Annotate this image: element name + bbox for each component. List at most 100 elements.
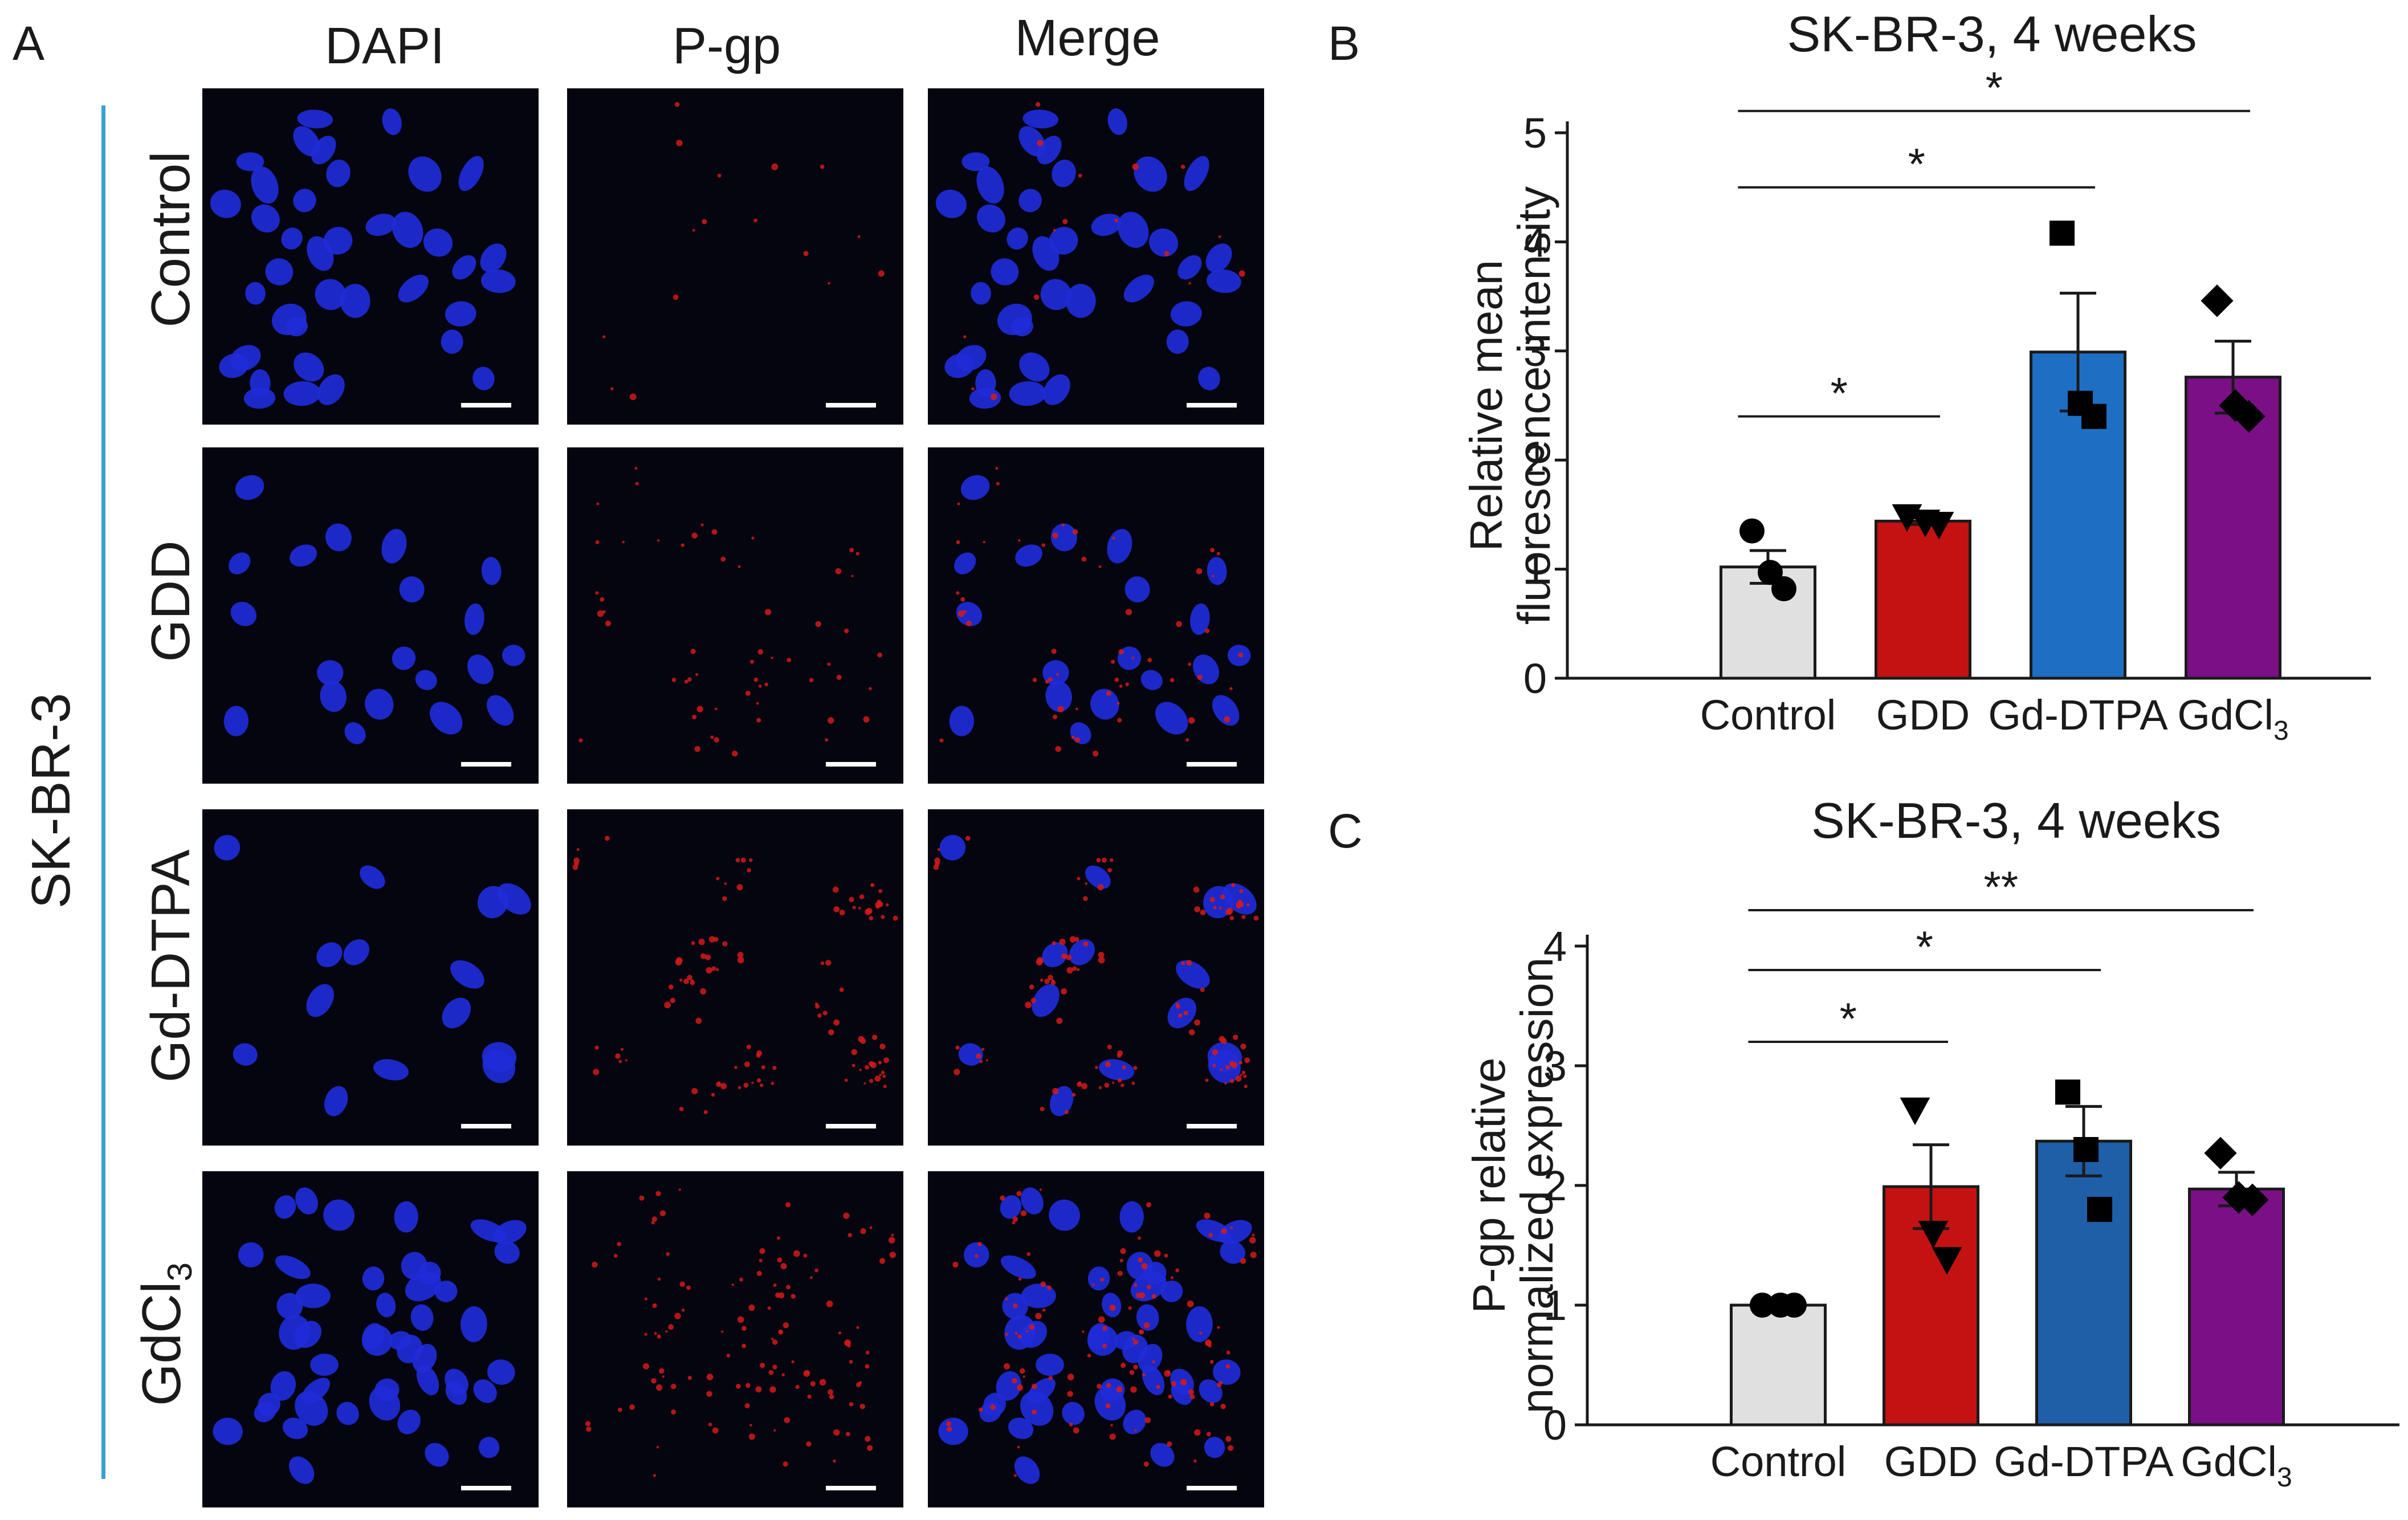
- pgp-spot: [976, 1053, 981, 1059]
- pgp-spot: [1218, 235, 1221, 238]
- pgp-spot: [1131, 1337, 1135, 1340]
- pgp-spot: [881, 1070, 885, 1075]
- pgp-spot: [795, 1384, 800, 1389]
- pgp-spot: [1138, 1257, 1143, 1262]
- pgp-spot: [1057, 706, 1064, 712]
- pgp-spot: [1019, 1368, 1025, 1374]
- pgp-spot: [651, 1221, 655, 1225]
- pgp-spot: [1238, 901, 1244, 907]
- nucleus: [1223, 883, 1257, 915]
- y-tick-label: 4: [1543, 923, 1567, 970]
- nucleus: [1190, 603, 1210, 635]
- pgp-spot: [1147, 658, 1152, 662]
- pgp-spot: [720, 556, 726, 562]
- pgp-spot: [666, 1252, 670, 1256]
- pgp-spot: [1000, 1195, 1005, 1201]
- pgp-spot: [825, 738, 829, 742]
- nucleus: [288, 1456, 315, 1484]
- pgp-spot: [1118, 649, 1124, 655]
- pgp-spot: [1206, 1432, 1211, 1437]
- pgp-spot: [807, 1394, 812, 1399]
- pgp-spot: [700, 988, 707, 995]
- pgp-spot: [651, 1378, 657, 1384]
- group-label-text: SK-BR-3: [21, 692, 82, 909]
- pgp-spot: [791, 1294, 796, 1299]
- pgp-spot: [595, 591, 599, 595]
- pgp-spot: [1152, 1360, 1155, 1364]
- pgp-spot: [1059, 939, 1066, 946]
- pgp-spot: [1085, 882, 1088, 885]
- pgp-spot: [785, 1202, 791, 1208]
- panel-label-a: A: [13, 17, 45, 70]
- pgp-spot: [655, 1384, 663, 1391]
- nucleus: [228, 552, 251, 574]
- nucleus: [1015, 544, 1042, 567]
- pgp-spot: [679, 979, 683, 982]
- pgp-spot: [1095, 1066, 1098, 1069]
- pgp-spot: [753, 677, 759, 682]
- nucleus: [374, 1378, 400, 1401]
- pgp-spot: [1047, 1285, 1052, 1290]
- pgp-spot: [1078, 173, 1082, 178]
- pgp-spot: [1029, 1324, 1035, 1330]
- pgp-spot: [691, 1087, 698, 1094]
- pgp-spot: [1210, 548, 1215, 553]
- pgp-spot: [1097, 1384, 1102, 1389]
- pgp-spot: [977, 1242, 982, 1246]
- pgp-spot: [1048, 1375, 1053, 1380]
- pgp-spot: [657, 1334, 661, 1339]
- pgp-spot: [1168, 1394, 1172, 1399]
- pgp-spot: [815, 621, 821, 627]
- pgp-spot: [1253, 915, 1259, 921]
- pgp-spot: [1229, 687, 1233, 690]
- pgp-spot: [1193, 1459, 1197, 1463]
- pgp-spot: [1178, 1013, 1183, 1018]
- micrograph-merge-gd-dtpa: [928, 809, 1264, 1146]
- nucleus: [480, 243, 507, 272]
- pgp-spot: [1171, 1381, 1177, 1387]
- nucleus: [251, 204, 280, 233]
- pgp-spot: [1067, 1374, 1074, 1380]
- pgp-spot: [835, 568, 842, 574]
- pgp-spot: [710, 735, 714, 739]
- pgp-spot: [1138, 1236, 1142, 1240]
- data-point: [2050, 221, 2075, 246]
- pgp-spot: [686, 1285, 691, 1290]
- nucleus: [935, 189, 967, 218]
- nucleus: [362, 1323, 385, 1350]
- pgp-spot: [791, 1360, 794, 1364]
- pgp-spot: [720, 1083, 727, 1090]
- nucleus: [1119, 1201, 1144, 1233]
- pgp-spot: [653, 1474, 656, 1477]
- pgp-spot: [805, 1370, 810, 1374]
- nucleus: [1100, 1378, 1125, 1401]
- pgp-spot: [863, 716, 870, 723]
- nucleus: [295, 1283, 331, 1309]
- pgp-spot: [708, 1423, 712, 1427]
- nucleus: [412, 1343, 437, 1373]
- pgp-spot: [1087, 1354, 1091, 1358]
- pgp-spot: [1064, 1110, 1069, 1114]
- nucleus: [956, 345, 987, 371]
- nucleus: [1050, 1086, 1074, 1116]
- pgp-spot: [839, 909, 845, 916]
- pgp-spot: [879, 1073, 882, 1077]
- pgp-spot: [1026, 1330, 1029, 1333]
- pgp-spot: [872, 1034, 878, 1040]
- pgp-spot: [1193, 886, 1200, 893]
- pgp-spot: [737, 1316, 744, 1323]
- micrograph-merge-gdd: [928, 447, 1264, 784]
- nucleus: [473, 1379, 497, 1403]
- pgp-spot: [1131, 1081, 1135, 1085]
- pgp-spot: [1225, 1436, 1232, 1442]
- pgp-spot: [724, 882, 727, 885]
- pgp-spot: [687, 1375, 692, 1380]
- nucleus: [1171, 1381, 1193, 1405]
- pgp-spot: [768, 1370, 774, 1375]
- pgp-spot: [1055, 745, 1061, 752]
- pgp-spot: [1100, 1277, 1104, 1282]
- bar: [2035, 1139, 2132, 1427]
- data-point: [1771, 576, 1796, 602]
- nucleus: [1136, 1304, 1159, 1331]
- pgp-spot: [1066, 954, 1072, 960]
